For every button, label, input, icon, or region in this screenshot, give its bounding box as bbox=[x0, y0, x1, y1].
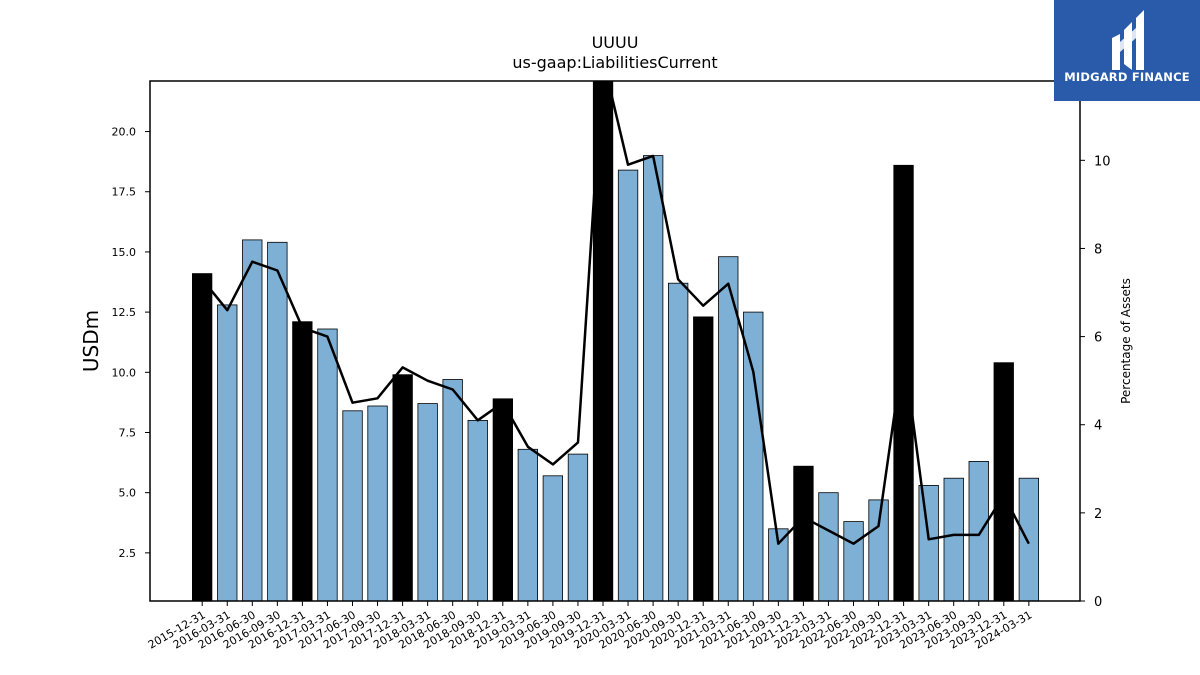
bar-2017-09-30 bbox=[367, 405, 388, 601]
bar-2016-09-30 bbox=[267, 241, 288, 601]
bar-2022-06-30 bbox=[843, 521, 864, 601]
logo-text: MIDGARD FINANCE bbox=[1064, 70, 1190, 84]
y-tick-label: 2.5 bbox=[119, 547, 137, 560]
plot-area: 2.55.07.510.012.515.017.520.002468102015… bbox=[112, 81, 1111, 652]
y2-tick-label: 10 bbox=[1094, 154, 1111, 169]
chart-title: UUUU bbox=[592, 33, 639, 52]
bar-2016-12-31 bbox=[292, 321, 313, 601]
bar-2017-03-31 bbox=[317, 328, 338, 601]
bar-2022-12-31 bbox=[893, 164, 914, 601]
bar-2020-06-30 bbox=[643, 155, 664, 601]
bar-2023-03-31 bbox=[918, 484, 939, 601]
y2-tick-label: 8 bbox=[1094, 242, 1102, 257]
y2-tick-label: 6 bbox=[1094, 331, 1102, 346]
bar-2023-12-31 bbox=[993, 362, 1014, 601]
y2-tick-label: 2 bbox=[1094, 507, 1102, 522]
y2-tick-label: 0 bbox=[1094, 595, 1102, 610]
bar-2018-06-30 bbox=[442, 379, 463, 601]
bar-2016-06-30 bbox=[242, 239, 263, 601]
plot-frame bbox=[149, 80, 1081, 602]
y2-axis-label: Percentage of Assets bbox=[1119, 278, 1133, 404]
bar-2022-03-31 bbox=[818, 492, 839, 601]
bar-2020-09-30 bbox=[668, 282, 689, 601]
y-tick-label: 20.0 bbox=[112, 126, 137, 139]
midgard-finance-logo: MIDGARD FINANCE bbox=[1054, 0, 1200, 101]
bar-2018-03-31 bbox=[417, 403, 438, 601]
y-tick-label: 15.0 bbox=[112, 246, 137, 259]
bar-2020-12-31 bbox=[693, 316, 714, 601]
y-tick-label: 7.5 bbox=[119, 426, 137, 439]
y2-tick-label: 4 bbox=[1094, 419, 1102, 434]
bar-2024-03-31 bbox=[1018, 477, 1039, 601]
bar-2021-03-31 bbox=[718, 256, 739, 601]
bar-2018-12-31 bbox=[492, 398, 514, 601]
bar-2017-12-31 bbox=[392, 374, 413, 601]
y-tick-label: 12.5 bbox=[112, 306, 137, 319]
bar-2023-06-30 bbox=[943, 477, 964, 601]
y-tick-label: 10.0 bbox=[112, 366, 137, 379]
bar-2023-09-30 bbox=[968, 460, 989, 601]
bar-2019-06-30 bbox=[542, 475, 563, 601]
y-axis-label: USDm bbox=[79, 310, 103, 372]
midgard-logo-icon bbox=[1112, 10, 1144, 70]
bar-2021-12-31 bbox=[793, 465, 814, 601]
bar-2019-09-30 bbox=[567, 453, 589, 601]
bar-2015-12-31 bbox=[191, 273, 213, 601]
y-tick-label: 17.5 bbox=[112, 186, 137, 199]
bar-2021-06-30 bbox=[743, 311, 764, 601]
y-tick-label: 5.0 bbox=[119, 487, 137, 500]
bar-2020-03-31 bbox=[617, 169, 639, 601]
bar-2022-09-30 bbox=[868, 499, 889, 601]
bar-2018-09-30 bbox=[467, 419, 488, 601]
line-percentage-of-assets bbox=[201, 81, 1030, 545]
bar-2016-03-31 bbox=[217, 304, 238, 601]
bar-2017-06-30 bbox=[342, 410, 363, 601]
bar-2019-03-31 bbox=[517, 448, 538, 601]
chart-subtitle: us-gaap:LiabilitiesCurrent bbox=[512, 53, 717, 72]
